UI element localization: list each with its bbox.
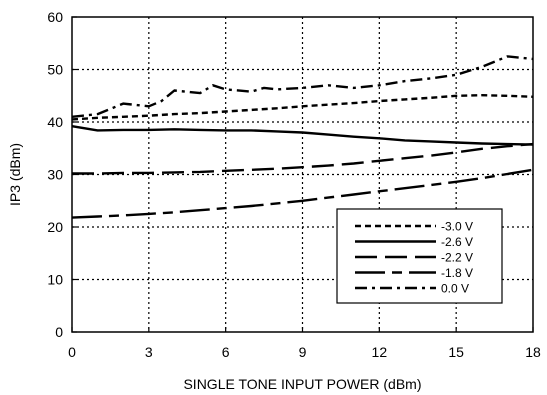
legend-label-3: -1.8 V xyxy=(441,266,473,280)
y-tick-label: 40 xyxy=(47,114,63,130)
legend-label-4: 0.0 V xyxy=(441,282,469,296)
x-tick-label: 0 xyxy=(68,344,76,360)
x-tick-label: 12 xyxy=(372,344,388,360)
series-line-0 xyxy=(71,94,534,121)
x-tick-label: 9 xyxy=(299,344,307,360)
legend-label-1: -2.6 V xyxy=(441,235,473,249)
y-axis-title: IP3 (dBm) xyxy=(7,143,23,206)
y-tick-label: 10 xyxy=(47,272,63,288)
y-tick-label: 50 xyxy=(47,62,63,78)
x-axis-title: SINGLE TONE INPUT POWER (dBm) xyxy=(183,376,421,392)
y-tick-label: 30 xyxy=(47,167,63,183)
series-line-4 xyxy=(71,55,534,118)
x-tick-label: 3 xyxy=(145,344,153,360)
series-line-3 xyxy=(71,168,534,219)
grid-lines xyxy=(72,17,533,332)
x-tick-label: 18 xyxy=(525,344,541,360)
series-lines xyxy=(71,55,534,219)
x-tick-label: 15 xyxy=(448,344,464,360)
x-tick-label: 6 xyxy=(222,344,230,360)
y-tick-label: 20 xyxy=(47,219,63,235)
series-line-1 xyxy=(71,125,534,146)
series-line-2 xyxy=(72,142,534,175)
legend-label-2: -2.2 V xyxy=(441,251,473,265)
legend: -3.0 V-2.6 V -2.2 V-1.8 V 0.0 V xyxy=(336,208,503,304)
y-tick-label: 0 xyxy=(55,324,63,340)
y-tick-label: 60 xyxy=(47,9,63,25)
axis-ticks: 0 3 6 9 12 15 18 0 10 20 30 40 50 60 xyxy=(47,9,541,360)
legend-label-0: -3.0 V xyxy=(441,220,473,234)
